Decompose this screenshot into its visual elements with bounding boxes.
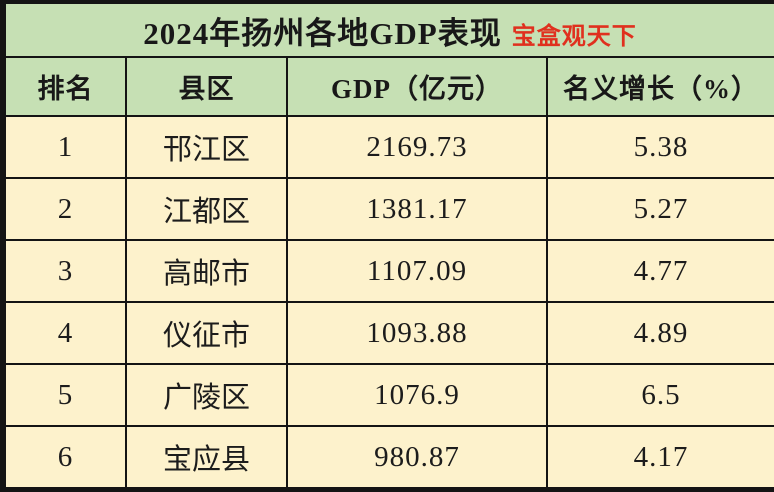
cell-gdp: 980.87 xyxy=(286,425,548,492)
table-header-row: 排名 县区 GDP（亿元） 名义增长（%） xyxy=(0,56,774,117)
cell-district: 邗江区 xyxy=(125,115,288,179)
cell-growth: 6.5 xyxy=(546,363,774,427)
cell-rank: 2 xyxy=(0,177,127,241)
cell-district: 仪征市 xyxy=(125,301,288,365)
cell-growth: 5.38 xyxy=(546,115,774,179)
cell-district: 高邮市 xyxy=(125,239,288,303)
cell-growth: 5.27 xyxy=(546,177,774,241)
cell-rank: 1 xyxy=(0,115,127,179)
page-title: 2024年扬州各地GDP表现 xyxy=(143,15,502,51)
cell-growth: 4.89 xyxy=(546,301,774,365)
cell-growth: 4.77 xyxy=(546,239,774,303)
cell-gdp: 2169.73 xyxy=(286,115,548,179)
cell-rank: 4 xyxy=(0,301,127,365)
table-row: 6 宝应县 980.87 4.17 xyxy=(0,425,774,492)
table-row: 1 邗江区 2169.73 5.38 xyxy=(0,115,774,179)
table-title-row: 2024年扬州各地GDP表现 宝盒观天下 xyxy=(0,0,774,58)
cell-rank: 3 xyxy=(0,239,127,303)
cell-district: 江都区 xyxy=(125,177,288,241)
cell-growth: 4.17 xyxy=(546,425,774,492)
table-row: 4 仪征市 1093.88 4.89 xyxy=(0,301,774,365)
cell-district: 宝应县 xyxy=(125,425,288,492)
cell-gdp: 1076.9 xyxy=(286,363,548,427)
cell-gdp: 1107.09 xyxy=(286,239,548,303)
cell-gdp: 1381.17 xyxy=(286,177,548,241)
column-header-gdp: GDP（亿元） xyxy=(286,56,548,117)
cell-rank: 6 xyxy=(0,425,127,492)
watermark-text: 宝盒观天下 xyxy=(511,23,637,50)
table-row: 5 广陵区 1076.9 6.5 xyxy=(0,363,774,427)
cell-gdp: 1093.88 xyxy=(286,301,548,365)
cell-district: 广陵区 xyxy=(125,363,288,427)
column-header-growth: 名义增长（%） xyxy=(546,56,774,117)
table-title-cell: 2024年扬州各地GDP表现 宝盒观天下 xyxy=(0,0,774,58)
column-header-district: 县区 xyxy=(125,56,288,117)
table-row: 3 高邮市 1107.09 4.77 xyxy=(0,239,774,303)
column-header-rank: 排名 xyxy=(0,56,127,117)
cell-rank: 5 xyxy=(0,363,127,427)
table-row: 2 江都区 1381.17 5.27 xyxy=(0,177,774,241)
